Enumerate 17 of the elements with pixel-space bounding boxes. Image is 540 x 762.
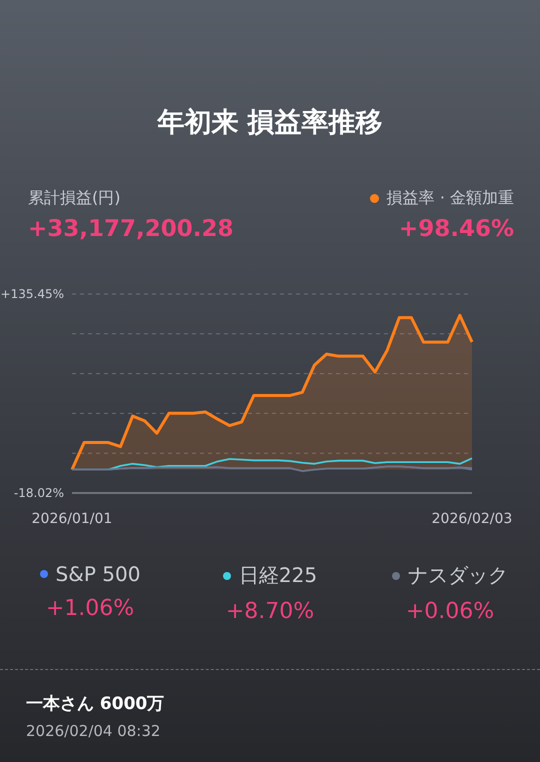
chart-title: 年初来 損益率推移	[156, 106, 384, 140]
legend-label: 損益率 · 金額加重	[386, 188, 514, 209]
text: +98.46%	[398, 216, 514, 242]
text: +0.06%	[404, 599, 496, 624]
text: +1.06%	[44, 596, 136, 621]
text: 一本さん 6000万	[26, 693, 164, 715]
text: +33,177,200.28	[28, 216, 234, 242]
text: +8.70%	[224, 599, 316, 624]
legend-label: 日経225	[238, 562, 318, 589]
legend-label: ナスダック	[408, 562, 508, 589]
text: 累計損益(円)	[28, 188, 120, 209]
y-tick-label: -18.02%	[14, 486, 64, 500]
text: 2026/02/04 08:32	[26, 722, 160, 740]
legend-label: S&P 500	[56, 562, 140, 586]
y-tick-label: +135.45%	[0, 287, 64, 301]
x-tick-label: 2026/02/03	[432, 511, 512, 527]
x-tick-label: 2026/01/01	[32, 511, 112, 527]
